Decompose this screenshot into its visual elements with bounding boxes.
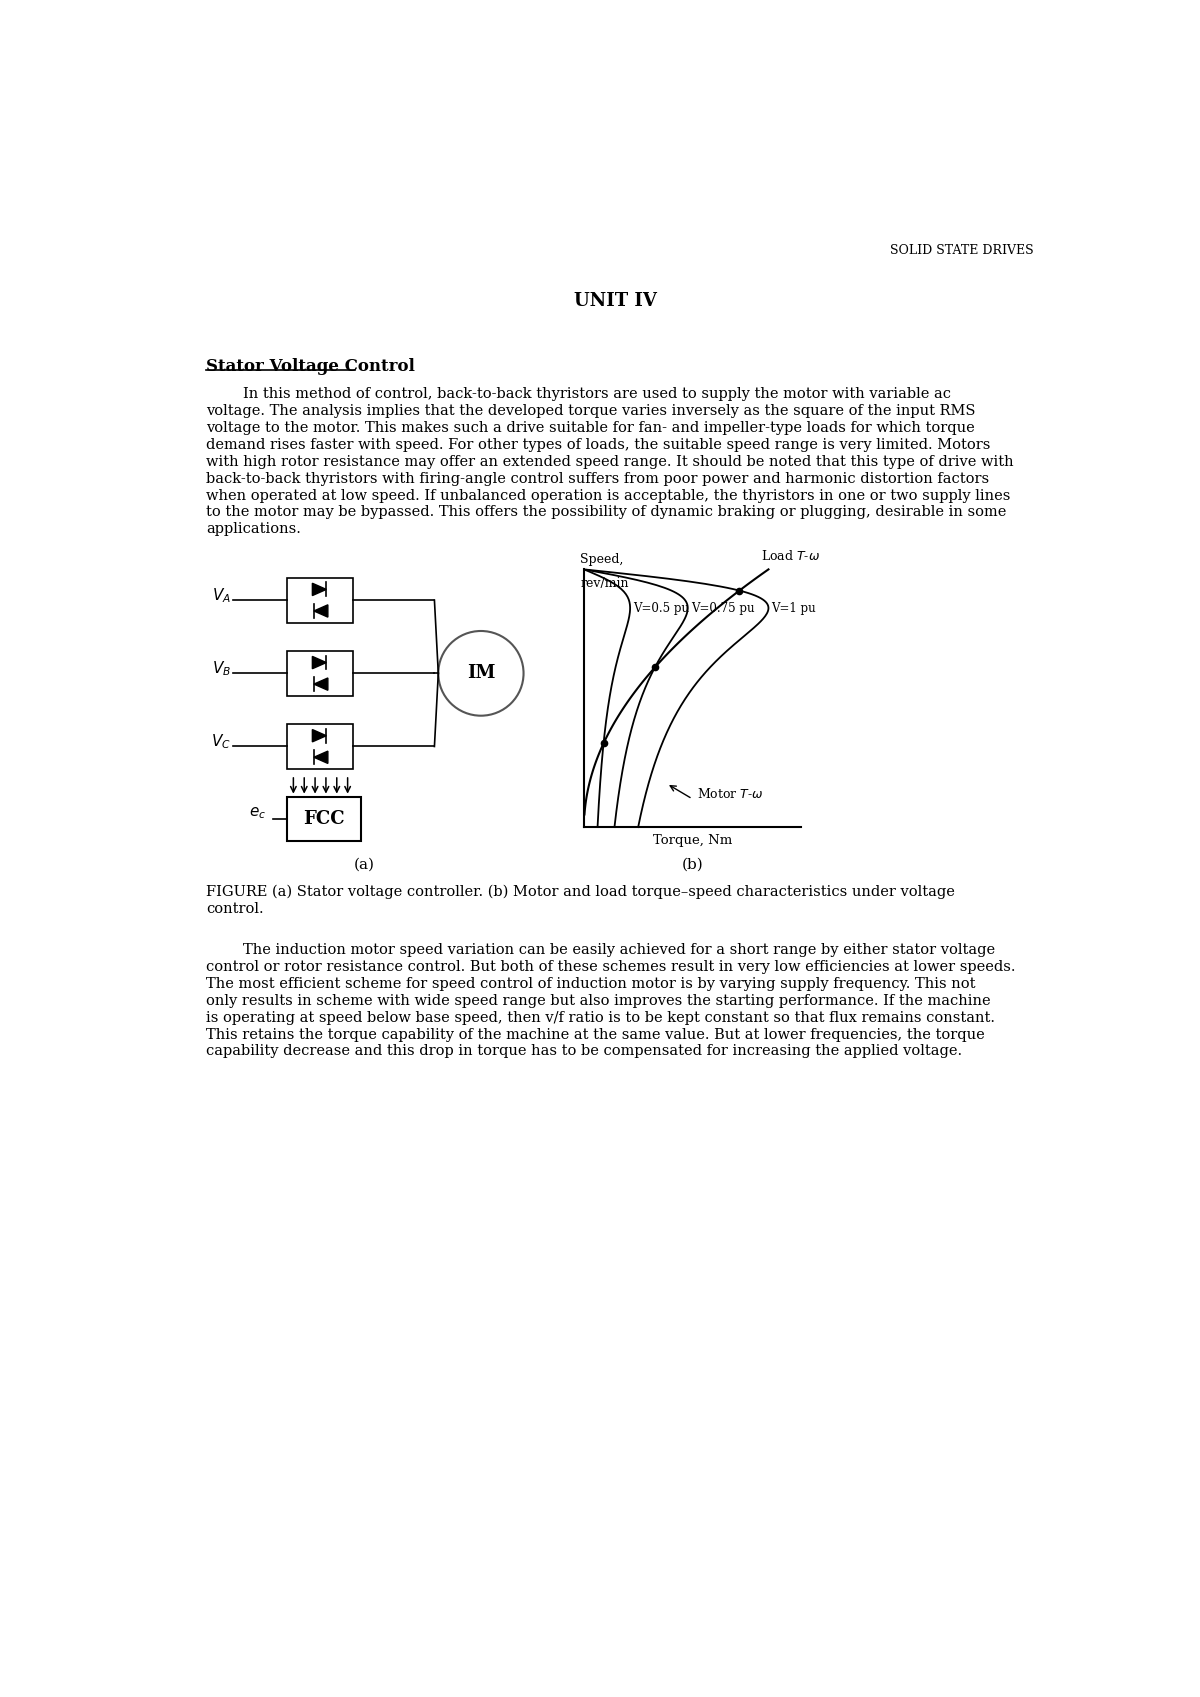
Text: to the motor may be bypassed. This offers the possibility of dynamic braking or : to the motor may be bypassed. This offer… — [206, 506, 1006, 519]
Polygon shape — [314, 679, 328, 691]
Text: Load $T$-$\omega$: Load $T$-$\omega$ — [761, 550, 820, 563]
Text: Motor $T$-$\omega$: Motor $T$-$\omega$ — [697, 787, 763, 801]
Polygon shape — [314, 604, 328, 618]
Text: V=1 pu: V=1 pu — [772, 602, 816, 614]
Text: control or rotor resistance control. But both of these schemes result in very lo: control or rotor resistance control. But… — [206, 961, 1015, 974]
Text: applications.: applications. — [206, 523, 301, 536]
Text: control.: control. — [206, 903, 264, 916]
Polygon shape — [312, 730, 326, 742]
Text: $V_{A}$: $V_{A}$ — [212, 585, 230, 604]
Bar — [287, 652, 353, 696]
Bar — [287, 579, 353, 623]
Text: In this method of control, back-to-back thyristors are used to supply the motor : In this method of control, back-to-back … — [206, 387, 950, 400]
Text: is operating at speed below base speed, then v/f ratio is to be kept constant so: is operating at speed below base speed, … — [206, 1011, 995, 1025]
Text: Torque, Nm: Torque, Nm — [653, 833, 732, 847]
Bar — [287, 796, 361, 842]
Text: The most efficient scheme for speed control of induction motor is by varying sup: The most efficient scheme for speed cont… — [206, 977, 976, 991]
Text: (b): (b) — [682, 859, 703, 872]
Text: demand rises faster with speed. For other types of loads, the suitable speed ran: demand rises faster with speed. For othe… — [206, 438, 990, 451]
Text: FIGURE (a) Stator voltage controller. (b) Motor and load torque–speed characteri: FIGURE (a) Stator voltage controller. (b… — [206, 886, 955, 899]
Text: (a): (a) — [354, 859, 376, 872]
Text: with high rotor resistance may offer an extended speed range. It should be noted: with high rotor resistance may offer an … — [206, 455, 1014, 468]
Text: when operated at low speed. If unbalanced operation is acceptable, the thyristor: when operated at low speed. If unbalance… — [206, 489, 1010, 502]
Text: This retains the torque capability of the machine at the same value. But at lowe: This retains the torque capability of th… — [206, 1028, 984, 1042]
Polygon shape — [312, 584, 326, 596]
Polygon shape — [314, 752, 328, 764]
Text: capability decrease and this drop in torque has to be compensated for increasing: capability decrease and this drop in tor… — [206, 1044, 962, 1059]
Text: V=0.5 pu: V=0.5 pu — [634, 602, 689, 614]
Text: $V_{C}$: $V_{C}$ — [211, 733, 232, 752]
Polygon shape — [312, 657, 326, 669]
Text: IM: IM — [467, 664, 496, 682]
Text: UNIT IV: UNIT IV — [574, 292, 656, 311]
Bar — [287, 725, 353, 769]
Text: The induction motor speed variation can be easily achieved for a short range by : The induction motor speed variation can … — [206, 944, 995, 957]
Text: rev/min: rev/min — [580, 577, 629, 591]
Text: $e_c$: $e_c$ — [250, 804, 266, 821]
Text: voltage to the motor. This makes such a drive suitable for fan- and impeller-typ: voltage to the motor. This makes such a … — [206, 421, 974, 434]
Text: FCC: FCC — [304, 809, 344, 828]
Text: Speed,: Speed, — [580, 553, 624, 565]
Text: voltage. The analysis implies that the developed torque varies inversely as the : voltage. The analysis implies that the d… — [206, 404, 976, 417]
Text: only results in scheme with wide speed range but also improves the starting perf: only results in scheme with wide speed r… — [206, 994, 990, 1008]
Circle shape — [438, 631, 523, 716]
Text: $V_{B}$: $V_{B}$ — [211, 660, 230, 679]
Text: V=0.75 pu: V=0.75 pu — [691, 602, 755, 614]
Text: Stator Voltage Control: Stator Voltage Control — [206, 358, 415, 375]
Text: SOLID STATE DRIVES: SOLID STATE DRIVES — [890, 244, 1033, 256]
Text: back-to-back thyristors with firing-angle control suffers from poor power and ha: back-to-back thyristors with firing-angl… — [206, 472, 989, 485]
